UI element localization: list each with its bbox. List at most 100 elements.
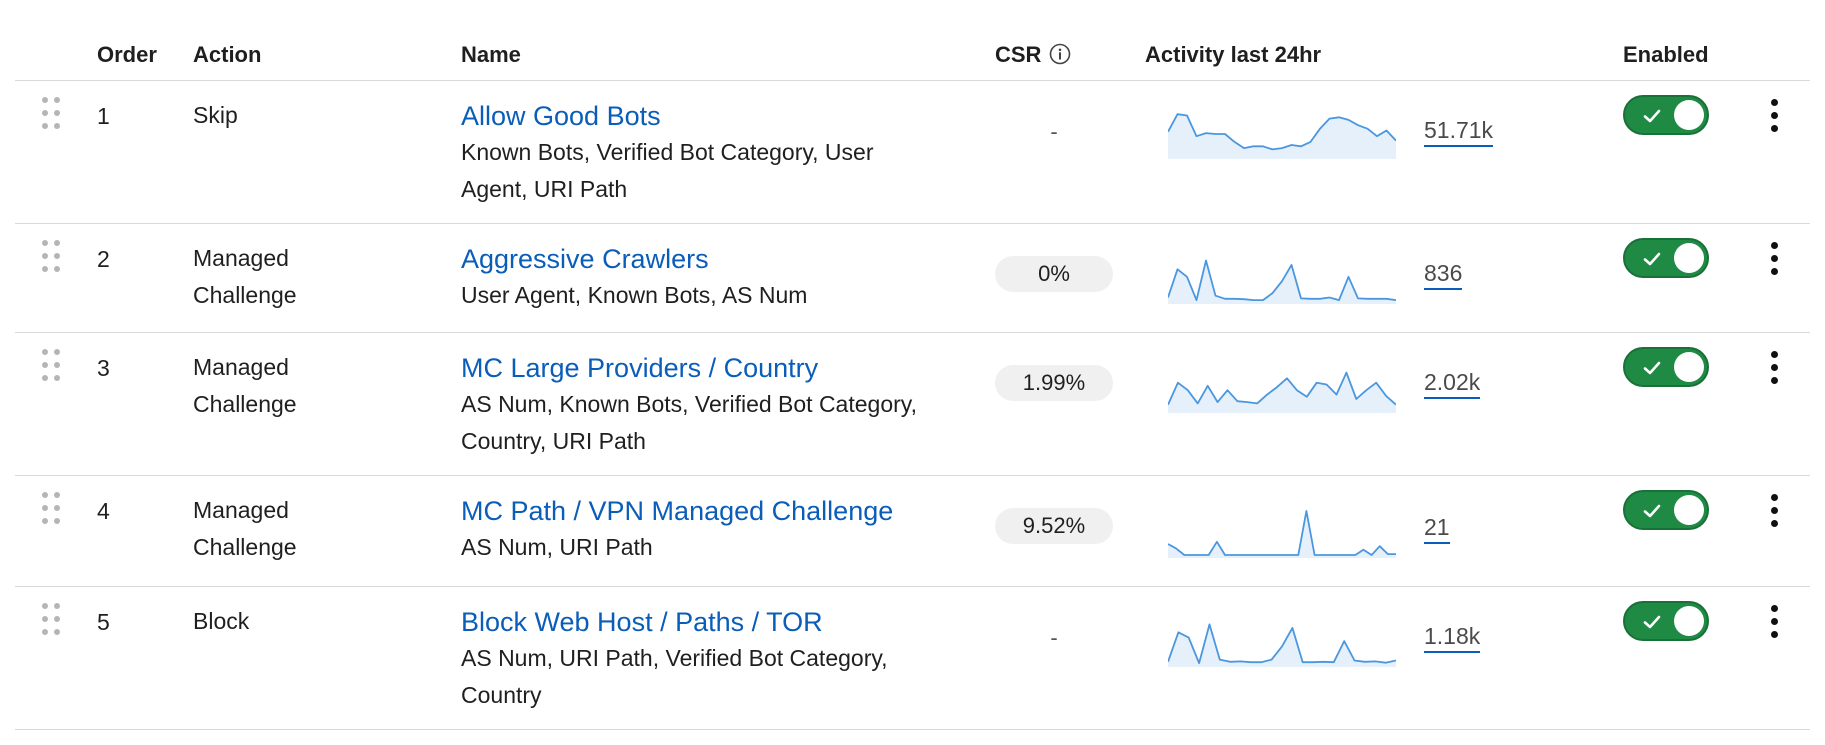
rule-order: 1 [97, 103, 110, 129]
rule-action: Managed Challenge [193, 349, 423, 423]
header-action[interactable]: Action [193, 42, 262, 67]
enabled-toggle[interactable] [1623, 238, 1709, 278]
rule-order: 3 [97, 355, 110, 381]
csr-value: 0% [995, 256, 1113, 292]
rule-description-line1: User Agent, Known Bots, AS Num [461, 282, 808, 308]
activity-sparkline[interactable] [1168, 611, 1396, 667]
header-activity: Activity last 24hr [1145, 42, 1322, 67]
sparkline-line [1168, 113, 1396, 151]
activity-sparkline[interactable] [1168, 502, 1396, 558]
activity-count-link[interactable]: 836 [1424, 260, 1463, 290]
rule-description-line1: Known Bots, Verified Bot Category, User [461, 139, 874, 165]
drag-handle-icon[interactable] [42, 240, 64, 280]
rule-name-cell: MC Path / VPN Managed Challenge AS Num, … [461, 494, 981, 566]
rule-name-cell: Aggressive Crawlers User Agent, Known Bo… [461, 242, 981, 314]
toggle-knob [1674, 100, 1704, 130]
rules-table: Order Action Name CSR Activity last 24hr… [15, 0, 1810, 730]
check-icon [1643, 361, 1661, 375]
header-csr: CSR [995, 42, 1071, 68]
activity-count-link[interactable]: 51.71k [1424, 117, 1494, 147]
csr-value: - [1050, 625, 1058, 650]
rule-action-line1: Managed [193, 245, 289, 271]
rule-csr: 9.52% [995, 508, 1113, 544]
rule-description-line1: AS Num, Known Bots, Verified Bot Categor… [461, 391, 917, 417]
rule-action-line1: Skip [193, 102, 238, 128]
rule-description-line2: Country [461, 682, 542, 708]
enabled-toggle[interactable] [1623, 347, 1709, 387]
rule-csr: 0% [995, 256, 1113, 292]
rule-name-link[interactable]: MC Path / VPN Managed Challenge [461, 496, 894, 526]
check-icon [1643, 615, 1661, 629]
kebab-menu-icon[interactable] [1767, 242, 1783, 278]
rule-description: User Agent, Known Bots, AS Num [461, 277, 981, 314]
rule-action-line1: Managed [193, 497, 289, 523]
csr-value: 1.99% [995, 365, 1113, 401]
rule-action: Managed Challenge [193, 492, 423, 566]
sparkline-area [1168, 624, 1396, 667]
toggle-knob [1674, 352, 1704, 382]
rule-description: Known Bots, Verified Bot Category, User … [461, 134, 981, 208]
header-enabled: Enabled [1623, 42, 1709, 67]
sparkline-area [1168, 372, 1396, 413]
kebab-menu-icon[interactable] [1767, 494, 1783, 530]
rule-name-link[interactable]: Aggressive Crawlers [461, 244, 709, 274]
drag-handle-icon[interactable] [42, 492, 64, 532]
activity-count-link[interactable]: 1.18k [1424, 623, 1481, 653]
activity-count-link[interactable]: 21 [1424, 514, 1450, 544]
header-order[interactable]: Order [97, 42, 157, 67]
info-circle-icon[interactable] [1049, 43, 1071, 65]
sparkline-line [1168, 259, 1396, 301]
rule-order: 2 [97, 246, 110, 272]
rule-description-line1: AS Num, URI Path, Verified Bot Category, [461, 645, 888, 671]
rule-name-cell: MC Large Providers / Country AS Num, Kno… [461, 351, 981, 460]
rule-csr: - [995, 119, 1113, 145]
rule-action-line1: Managed [193, 354, 289, 380]
rule-name-cell: Allow Good Bots Known Bots, Verified Bot… [461, 99, 981, 208]
enabled-toggle[interactable] [1623, 601, 1709, 641]
header-name[interactable]: Name [461, 42, 521, 67]
sparkline-line [1168, 623, 1396, 664]
drag-handle-icon[interactable] [42, 603, 64, 643]
toggle-knob [1674, 243, 1704, 273]
activity-sparkline[interactable] [1168, 103, 1396, 159]
toggle-knob [1674, 495, 1704, 525]
kebab-menu-icon[interactable] [1767, 351, 1783, 387]
drag-handle-icon[interactable] [42, 349, 64, 389]
table-row[interactable]: 5 Block Block Web Host / Paths / TOR AS … [15, 587, 1810, 730]
rule-name-link[interactable]: Block Web Host / Paths / TOR [461, 607, 823, 637]
rule-csr: 1.99% [995, 365, 1113, 401]
rule-description-line2: Agent, URI Path [461, 176, 628, 202]
toggle-knob [1674, 606, 1704, 636]
table-row[interactable]: 1 Skip Allow Good Bots Known Bots, Verif… [15, 81, 1810, 224]
rule-action: Block [193, 603, 423, 640]
rule-name-link[interactable]: MC Large Providers / Country [461, 353, 819, 383]
check-icon [1643, 504, 1661, 518]
rule-action-line2: Challenge [193, 534, 297, 560]
activity-sparkline[interactable] [1168, 357, 1396, 413]
check-icon [1643, 109, 1661, 123]
enabled-toggle[interactable] [1623, 95, 1709, 135]
rule-description-line2: Country, URI Path [461, 428, 646, 454]
header-csr-label: CSR [995, 42, 1042, 67]
activity-count-link[interactable]: 2.02k [1424, 369, 1481, 399]
table-row[interactable]: 3 Managed Challenge MC Large Providers /… [15, 333, 1810, 476]
sparkline-line [1168, 371, 1396, 406]
table-header: Order Action Name CSR Activity last 24hr… [15, 0, 1810, 81]
table-body: 1 Skip Allow Good Bots Known Bots, Verif… [15, 81, 1810, 730]
rule-order: 5 [97, 609, 110, 635]
enabled-toggle[interactable] [1623, 490, 1709, 530]
rule-name-link[interactable]: Allow Good Bots [461, 101, 661, 131]
rule-description: AS Num, Known Bots, Verified Bot Categor… [461, 386, 981, 460]
check-icon [1643, 252, 1661, 266]
rule-action: Skip [193, 97, 423, 134]
rule-csr: - [995, 625, 1113, 651]
kebab-menu-icon[interactable] [1767, 99, 1783, 135]
table-row[interactable]: 4 Managed Challenge MC Path / VPN Manage… [15, 476, 1810, 587]
rule-action-line1: Block [193, 608, 250, 634]
csr-value: - [1050, 119, 1058, 144]
csr-value: 9.52% [995, 508, 1113, 544]
kebab-menu-icon[interactable] [1767, 605, 1783, 641]
activity-sparkline[interactable] [1168, 248, 1396, 304]
table-row[interactable]: 2 Managed Challenge Aggressive Crawlers … [15, 224, 1810, 333]
drag-handle-icon[interactable] [42, 97, 64, 137]
